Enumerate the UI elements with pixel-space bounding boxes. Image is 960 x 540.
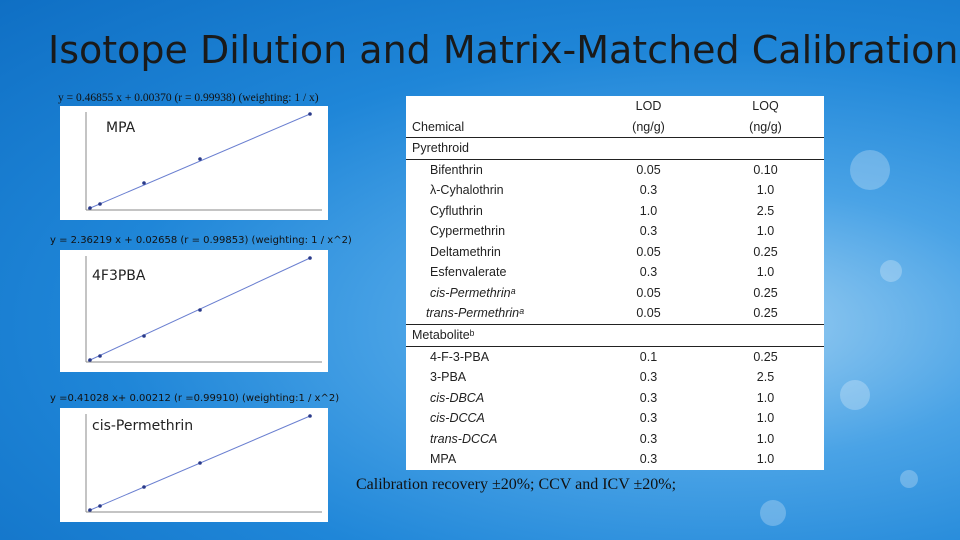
calibration-plot-cis-permethrin xyxy=(60,408,328,522)
header-lod: LOD (ng/g) xyxy=(632,99,665,134)
equation-cis-permethrin: y =0.41028 x+ 0.00212 (r =0.99910) (weig… xyxy=(50,393,340,404)
table-row: Deltamethrin 0.05 0.25 xyxy=(430,244,778,259)
table-row: trans-DCCA 0.3 1.0 xyxy=(430,431,775,446)
equation-4f3pba: y = 2.36219 x + 0.02658 (r = 0.99853) (w… xyxy=(50,235,352,246)
table-row: Cyfluthrin 1.0 2.5 xyxy=(430,203,775,218)
lod-loq-table: Chemical LOD (ng/g) LOQ (ng/g) Pyrethroid … xyxy=(406,96,824,470)
header-chemical: Chemical xyxy=(412,119,465,134)
section-metabolite: Metaboliteᵇ xyxy=(406,323,824,346)
table-row: Cypermethrin 0.3 1.0 xyxy=(430,224,775,238)
bubble-decoration xyxy=(850,150,890,190)
bubble-decoration xyxy=(880,260,902,282)
table-row: Bifenthrin 0.05 0.10 xyxy=(406,158,824,180)
plot-label-cis-permethrin: cis-Permethrin xyxy=(92,418,194,434)
equation-mpa: y = 0.46855 x + 0.00370 (r = 0.99938) (w… xyxy=(58,92,319,104)
table-row: cis-DBCA 0.3 1.0 xyxy=(430,390,775,405)
slide-title: Isotope Dilution and Matrix-Matched Cali… xyxy=(48,28,959,72)
bubble-decoration xyxy=(760,500,786,526)
table-row: 4-F-3-PBA 0.1 0.25 xyxy=(406,345,824,367)
table-row: trans-Permethrinᵃ 0.05 0.25 xyxy=(426,306,778,320)
calibration-plot-4f3pba xyxy=(60,250,328,372)
table-row: λ-Cyhalothrin 0.3 1.0 xyxy=(430,183,775,197)
table-row: Esfenvalerate 0.3 1.0 xyxy=(430,265,775,279)
bubble-decoration xyxy=(840,380,870,410)
header-loq: LOQ (ng/g) xyxy=(749,99,782,134)
table-row: MPA 0.3 1.0 xyxy=(430,452,775,466)
section-pyrethroid: Pyrethroid xyxy=(406,137,824,159)
table-row: cis-DCCA 0.3 1.0 xyxy=(430,411,775,425)
plot-label-4f3pba: 4F3PBA xyxy=(92,268,146,284)
bubble-decoration xyxy=(900,470,918,488)
table-row: 3-PBA 0.3 2.5 xyxy=(430,370,775,384)
calibration-plot-mpa xyxy=(60,106,328,220)
table-row: cis-Permethrinᵃ 0.05 0.25 xyxy=(430,285,778,300)
calibration-note: Calibration recovery ±20%; CCV and ICV ±… xyxy=(356,476,677,493)
plot-label-mpa: MPA xyxy=(106,120,136,136)
